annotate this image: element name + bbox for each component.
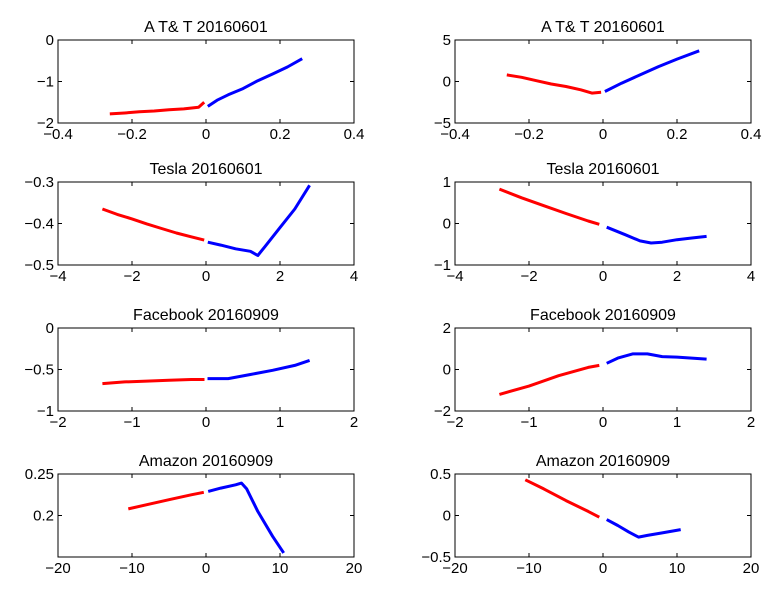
y-tick-label: −1 xyxy=(37,403,54,420)
x-tick-label: 20 xyxy=(346,560,363,577)
y-tick-label: −2 xyxy=(434,403,451,420)
subplot-6: Facebook 20160909 −2 −1 0 1 2 −2 0 2 xyxy=(434,307,755,431)
x-tick-label: 0.4 xyxy=(344,126,365,143)
y-tick-label: −0.5 xyxy=(24,257,54,274)
y-tick-label: 5 xyxy=(443,32,451,49)
x-tick-label: −2 xyxy=(123,268,140,285)
x-tick-label: 2 xyxy=(747,414,755,431)
chart-title: Amazon 20160909 xyxy=(139,453,273,470)
series-line-blue xyxy=(207,184,311,257)
x-tick-label: −10 xyxy=(119,560,144,577)
y-tick-label: −1 xyxy=(434,257,451,274)
series-line-red xyxy=(506,73,602,95)
x-tick-label: 0 xyxy=(202,414,210,431)
series-line-blue xyxy=(605,518,681,539)
x-tick-label: 0 xyxy=(202,126,210,143)
y-tick-label: 0 xyxy=(443,362,451,379)
subplot-3: Tesla 20160601 −4 −2 0 2 4 −0.5 −0.4 −0.3 xyxy=(24,161,358,285)
x-tick-label: −10 xyxy=(516,560,541,577)
x-tick-label: −2 xyxy=(520,268,537,285)
x-tick-label: −2 xyxy=(49,414,66,431)
x-tick-label: 0.4 xyxy=(741,126,762,143)
y-tick-label: 0 xyxy=(443,216,451,233)
x-tick-label: −0.4 xyxy=(440,126,470,143)
x-tick-label: 2 xyxy=(673,268,681,285)
y-tick-label: 0.25 xyxy=(25,466,54,483)
x-tick-label: −4 xyxy=(49,268,66,285)
series-line-red xyxy=(498,363,600,396)
chart-title: Facebook 20160909 xyxy=(133,307,279,324)
x-tick-label: 0 xyxy=(202,268,210,285)
y-tick-label: 2 xyxy=(443,320,451,337)
x-tick-label: 0.2 xyxy=(667,126,688,143)
x-tick-label: 10 xyxy=(272,560,289,577)
y-tick-label: −2 xyxy=(37,115,54,132)
x-tick-label: 2 xyxy=(276,268,284,285)
subplot-grid: A T& T 20160601−0.4 −0.2 0 0.2 0.4−2−10A T& … xyxy=(24,19,761,577)
subplot-8: Amazon 20160909 −20 −10 0 10 20 −0.5 0 0.5 xyxy=(421,453,759,577)
x-tick-label: 0 xyxy=(599,414,607,431)
chart-title: Tesla 20160601 xyxy=(547,161,660,178)
x-tick-label: −1 xyxy=(123,414,140,431)
y-tick-label: −5 xyxy=(434,115,451,132)
chart-title: Amazon 20160909 xyxy=(536,453,670,470)
x-tick-label: −4 xyxy=(446,268,463,285)
series-line-blue xyxy=(606,352,707,365)
chart-title: A T& T 20160601 xyxy=(144,19,268,36)
x-tick-label: 0.2 xyxy=(270,126,291,143)
x-tick-label: −0.4 xyxy=(43,126,73,143)
series-line-blue xyxy=(207,481,285,554)
y-tick-label: −0.5 xyxy=(24,362,54,379)
series-line-blue xyxy=(206,57,303,108)
series-line-blue xyxy=(207,358,311,381)
subplot-5: Facebook 20160909−2 −1 0 1 2−1−0.50 xyxy=(24,307,358,431)
x-tick-label: −20 xyxy=(442,560,467,577)
y-tick-label: 0.2 xyxy=(33,508,54,525)
x-tick-label: 1 xyxy=(673,414,681,431)
y-tick-label: 0 xyxy=(443,74,451,91)
x-tick-label: −20 xyxy=(45,560,70,577)
chart-title: Facebook 20160909 xyxy=(530,307,676,324)
subplot-2: A T& T 20160601 −0.4 −0.2 0 0.2 0.4 −5 0 5 xyxy=(434,19,762,143)
chart-title: A T& T 20160601 xyxy=(541,19,665,36)
x-tick-label: 0 xyxy=(599,268,607,285)
x-tick-label: −1 xyxy=(520,414,537,431)
x-tick-label: −0.2 xyxy=(117,126,147,143)
x-tick-label: 20 xyxy=(743,560,760,577)
y-tick-label: −1 xyxy=(37,74,54,91)
x-tick-label: 0 xyxy=(599,560,607,577)
series-line-blue xyxy=(604,49,700,93)
series-line-red xyxy=(109,101,206,116)
chart-title: Tesla 20160601 xyxy=(150,161,263,178)
x-tick-label: 0 xyxy=(202,560,210,577)
subplot-1: A T& T 20160601 −0.4 −0.2 0 0.2 0.4 −2 −1 0 xyxy=(37,19,365,143)
x-tick-label: 4 xyxy=(747,268,755,285)
x-tick-label: 1 xyxy=(276,414,284,431)
y-tick-label: 1 xyxy=(443,174,451,191)
y-tick-label: 0 xyxy=(46,320,54,337)
subplot-4: Tesla 20160601 −4 −2 0 2 4 −1 0 1 xyxy=(434,161,755,285)
series-line-red xyxy=(101,207,205,242)
y-tick-label: 0 xyxy=(46,32,54,49)
series-line-blue xyxy=(606,225,707,245)
x-tick-label: −0.2 xyxy=(514,126,544,143)
y-tick-label: −0.3 xyxy=(24,174,54,191)
x-tick-label: 2 xyxy=(350,414,358,431)
y-tick-label: 0 xyxy=(443,508,451,525)
series-line-red xyxy=(498,187,600,226)
subplot-7: Amazon 20160909 −20 −10 0 10 20 0.2 0.25 xyxy=(25,453,363,577)
x-tick-label: 0 xyxy=(599,126,607,143)
y-tick-label: −0.4 xyxy=(24,216,54,233)
y-tick-label: 0.5 xyxy=(430,466,451,483)
series-line-red xyxy=(127,490,205,511)
x-tick-label: 10 xyxy=(669,560,686,577)
x-tick-label: 4 xyxy=(350,268,358,285)
series-line-red xyxy=(524,478,600,519)
y-tick-label: −0.5 xyxy=(421,549,451,566)
x-tick-label: −2 xyxy=(446,414,463,431)
series-line-red xyxy=(102,378,205,386)
